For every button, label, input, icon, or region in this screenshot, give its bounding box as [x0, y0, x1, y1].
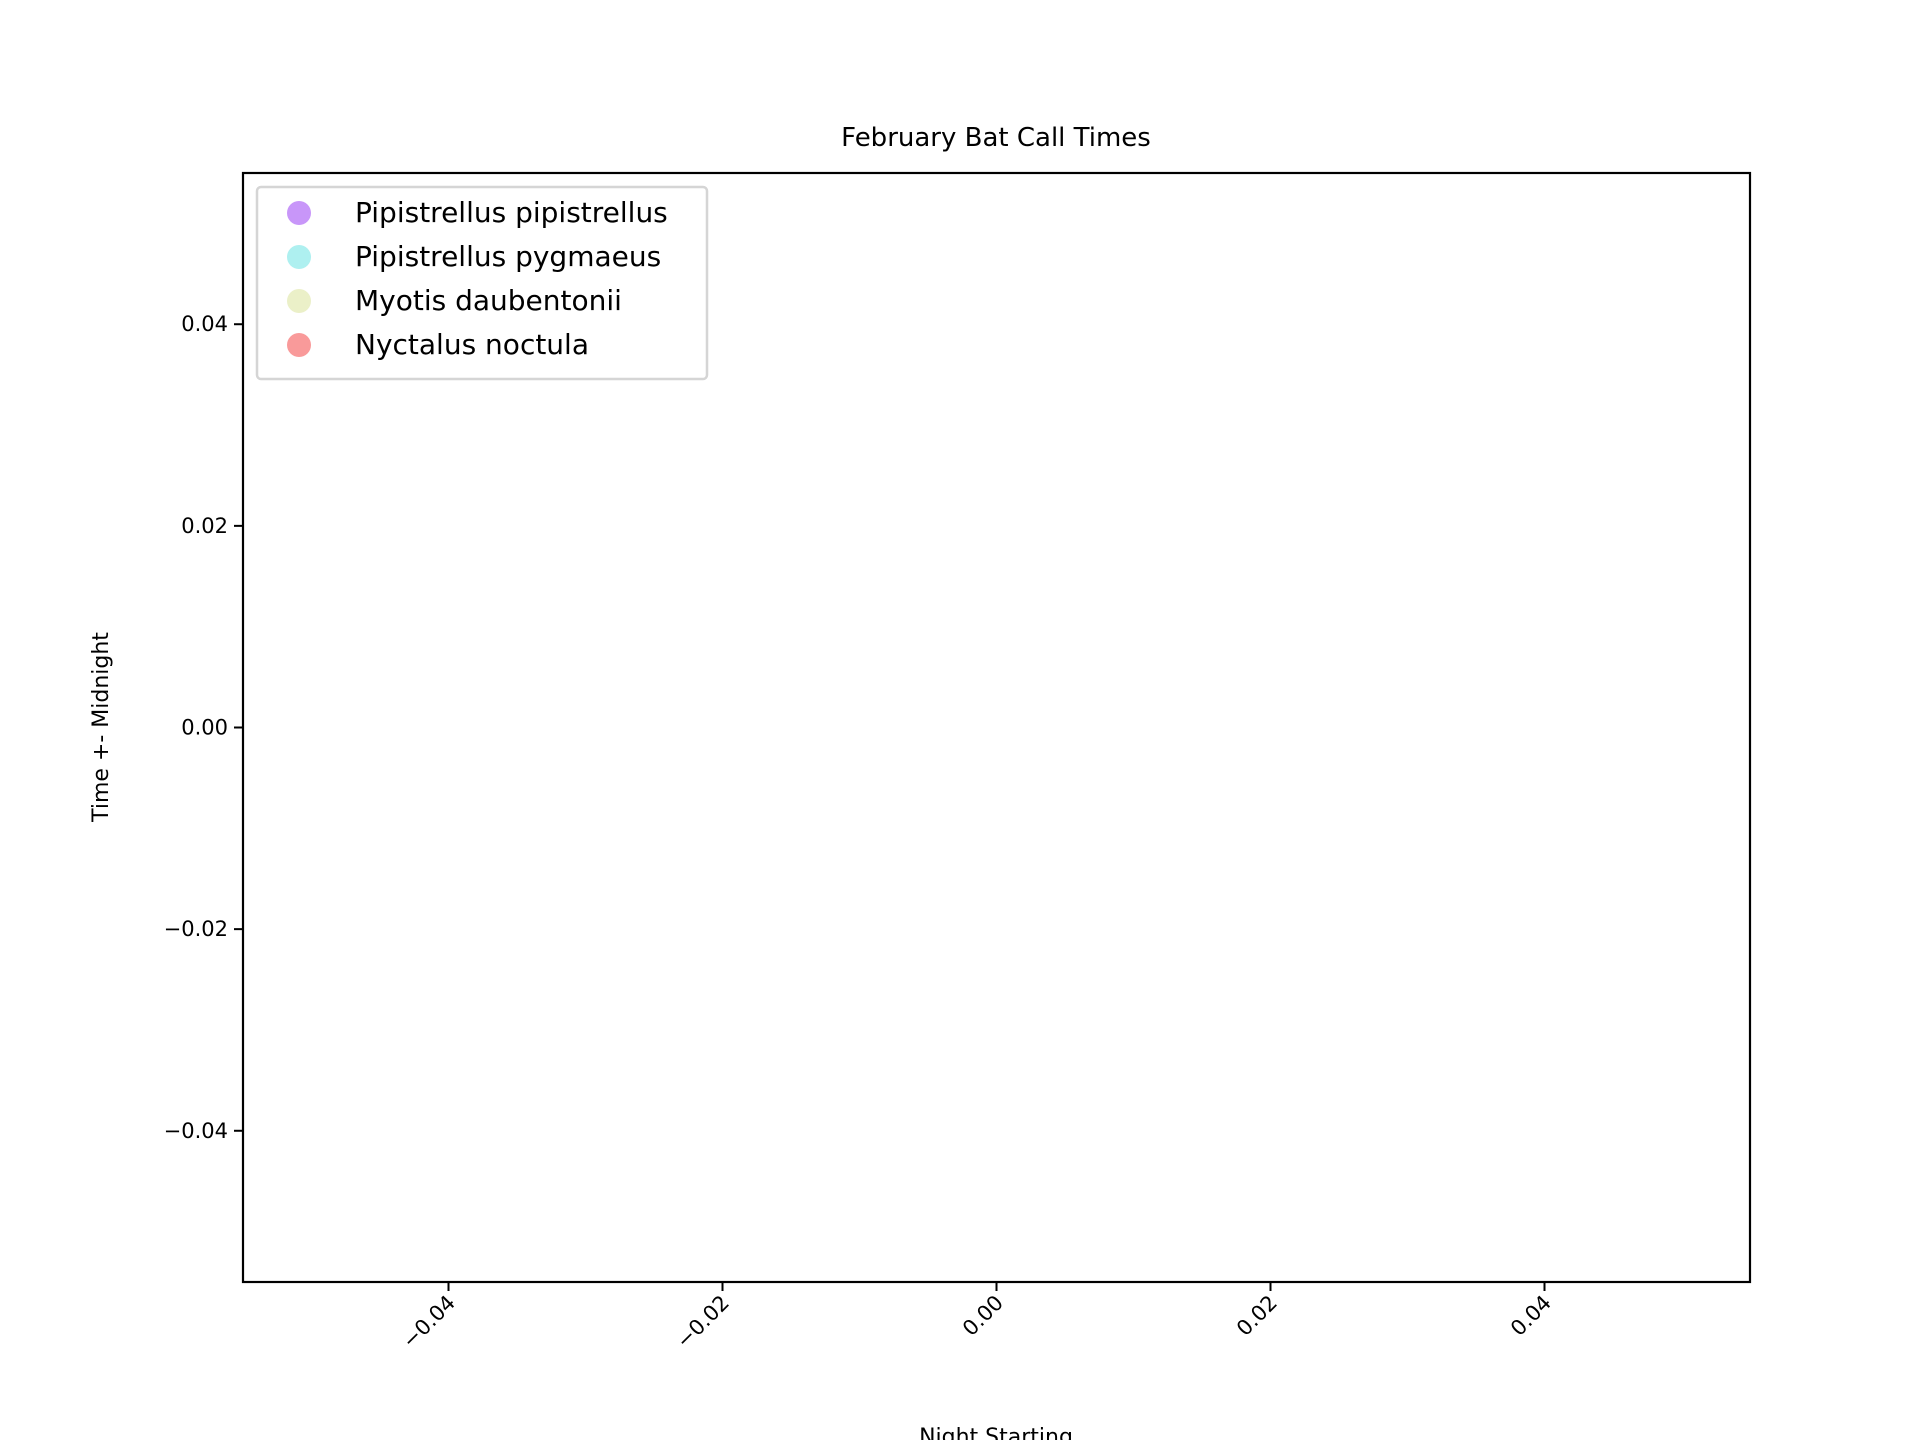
x-axis-label: Night Starting — [919, 1425, 1073, 1440]
y-tick-label: 0.04 — [181, 312, 228, 336]
x-tick-label: 0.04 — [1506, 1291, 1556, 1341]
legend-label: Pipistrellus pygmaeus — [355, 240, 661, 273]
legend-label: Myotis daubentonii — [355, 284, 622, 317]
chart-title: February Bat Call Times — [841, 123, 1151, 153]
y-tick-label: 0.00 — [181, 716, 228, 740]
y-axis-label: Time +- Midnight — [89, 632, 114, 823]
legend: Pipistrellus pipistrellus Pipistrellus py… — [255, 185, 709, 381]
legend-marker — [287, 245, 311, 269]
legend-label: Pipistrellus pipistrellus — [355, 196, 668, 229]
legend-marker — [287, 201, 311, 225]
x-tick-label: −0.02 — [672, 1291, 734, 1353]
x-tick-label: 0.02 — [1232, 1291, 1282, 1341]
x-tick-label: −0.04 — [398, 1291, 460, 1353]
legend-label: Nyctalus noctula — [355, 328, 589, 361]
y-tick-label: −0.02 — [164, 917, 228, 941]
legend-box — [255, 185, 709, 381]
y-tick-label: −0.04 — [164, 1119, 228, 1143]
x-tick-label: 0.00 — [958, 1291, 1008, 1341]
legend-marker — [287, 333, 311, 357]
y-tick-label: 0.02 — [181, 514, 228, 538]
legend-marker — [287, 289, 311, 313]
